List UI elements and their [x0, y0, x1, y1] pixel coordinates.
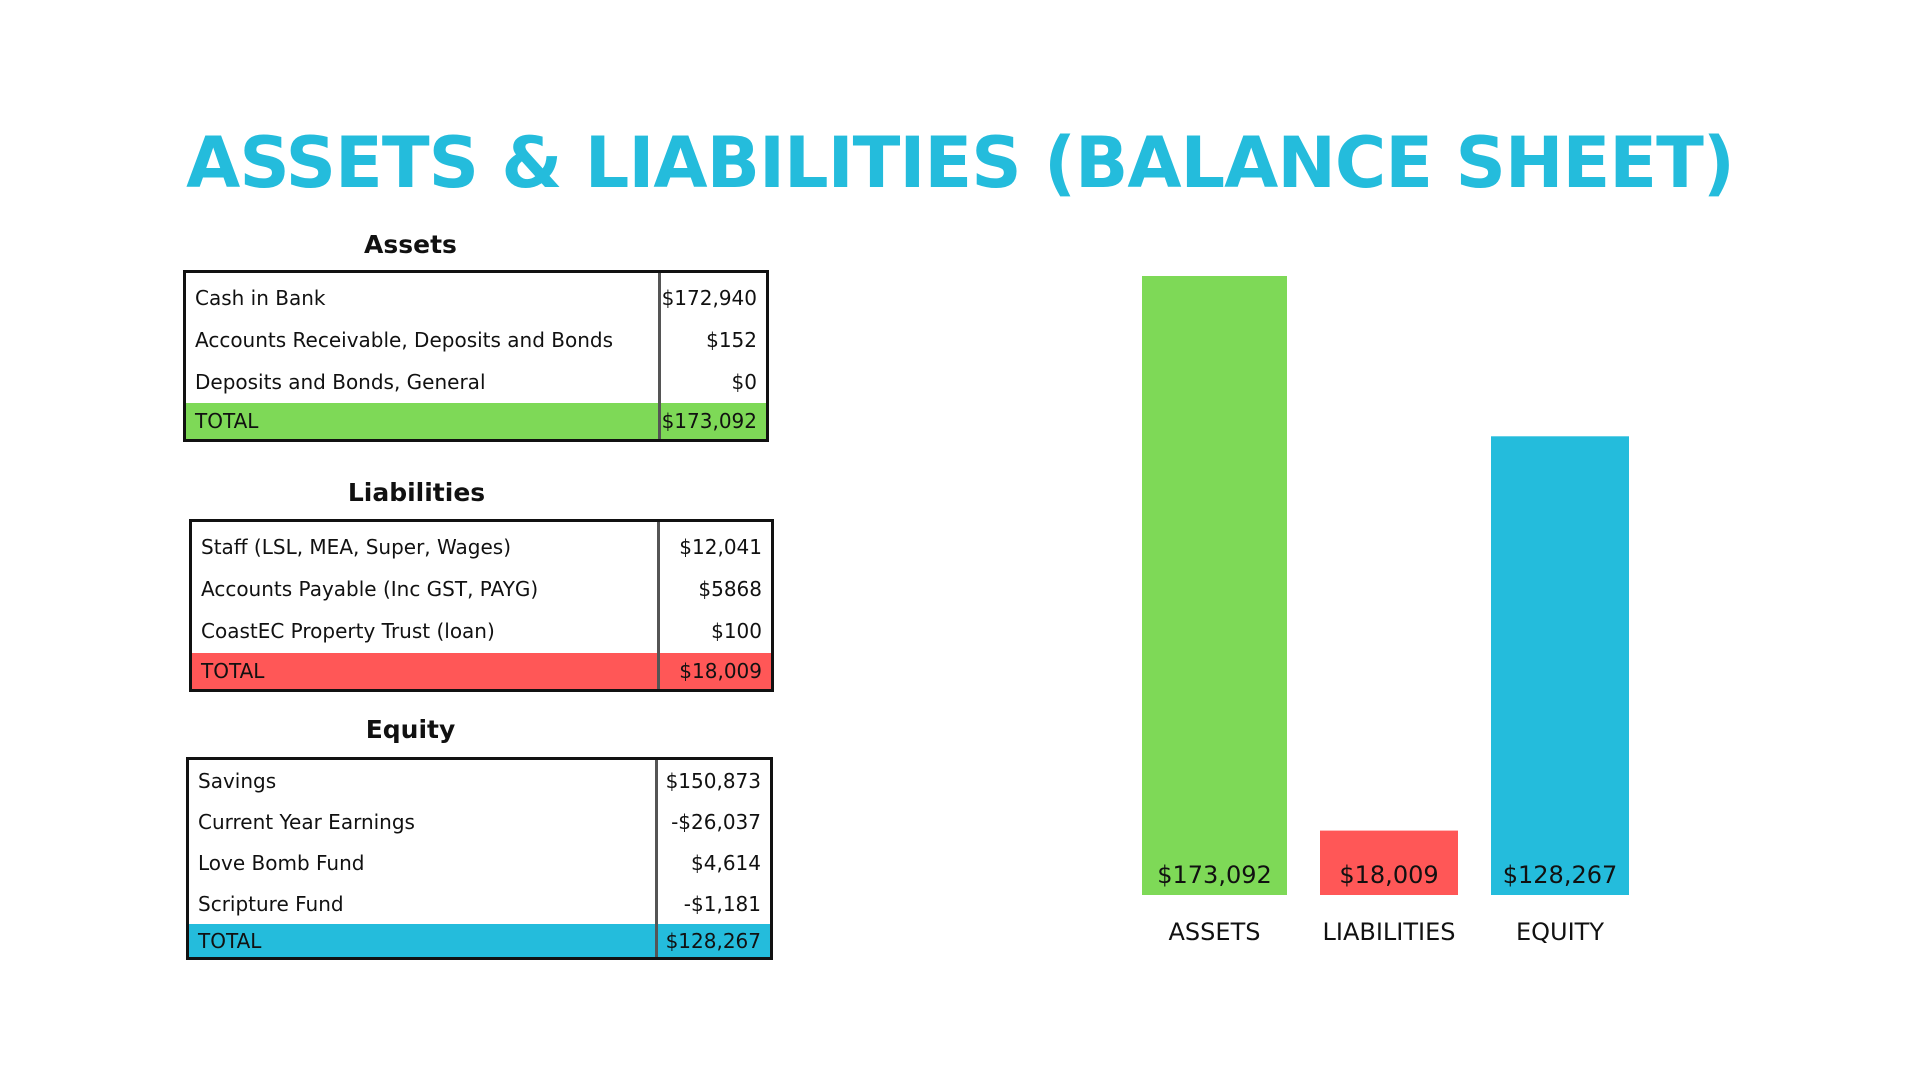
- table-row: Accounts Payable (Inc GST, PAYG) $5868: [192, 568, 771, 609]
- table-row: Deposits and Bonds, General $0: [186, 361, 766, 402]
- equity-heading: Equity: [365, 715, 456, 744]
- total-label: TOTAL: [195, 409, 259, 433]
- row-value: $172,940: [661, 285, 757, 310]
- column-divider: [658, 273, 661, 439]
- category-label: LIABILITIES: [1323, 918, 1456, 946]
- equity-total-row: TOTAL $128,267: [189, 924, 770, 957]
- category-label: ASSETS: [1169, 918, 1261, 946]
- row-value: $100: [711, 618, 762, 643]
- liabilities-heading: Liabilities: [347, 478, 486, 507]
- bar-assets: [1142, 276, 1287, 895]
- column-divider: [657, 522, 660, 689]
- table-row: Staff (LSL, MEA, Super, Wages) $12,041: [192, 526, 771, 567]
- row-value: $0: [731, 369, 757, 394]
- assets-heading: Assets: [364, 230, 457, 259]
- column-divider: [655, 924, 658, 957]
- row-label: Accounts Receivable, Deposits and Bonds: [195, 327, 614, 352]
- data-label: $18,009: [1339, 861, 1438, 889]
- row-label: Deposits and Bonds, General: [195, 369, 486, 394]
- row-value: $4,614: [691, 850, 761, 875]
- bar-equity: [1491, 436, 1629, 895]
- row-label: CoastEC Property Trust (loan): [201, 618, 495, 643]
- column-divider: [655, 760, 658, 957]
- table-row: Scripture Fund -$1,181: [189, 883, 770, 924]
- row-value: -$26,037: [671, 809, 761, 834]
- column-divider: [658, 403, 661, 439]
- total-label: TOTAL: [201, 659, 265, 683]
- table-row: Accounts Receivable, Deposits and Bonds …: [186, 319, 766, 360]
- table-row: Current Year Earnings -$26,037: [189, 801, 770, 842]
- row-label: Scripture Fund: [198, 891, 344, 916]
- table-row: CoastEC Property Trust (loan) $100: [192, 610, 771, 651]
- row-value: $12,041: [679, 534, 762, 559]
- total-value: $173,092: [661, 409, 757, 433]
- row-label: Savings: [198, 768, 277, 793]
- liabilities-table: Staff (LSL, MEA, Super, Wages) $12,041 A…: [189, 519, 774, 692]
- row-value: $150,873: [665, 768, 761, 793]
- table-row: Cash in Bank $172,940: [186, 277, 766, 318]
- total-value: $18,009: [679, 659, 762, 683]
- table-row: Love Bomb Fund $4,614: [189, 842, 770, 883]
- total-value: $128,267: [665, 928, 761, 953]
- page-title: ASSETS & LIABILITIES (BALANCE SHEET): [186, 122, 1735, 204]
- balance-bar-chart: $173,092 ASSETS $18,009 LIABILITIES $128,267…: [1142, 276, 1629, 946]
- bar-liabilities: [1320, 830, 1458, 895]
- data-label: $173,092: [1157, 861, 1272, 889]
- data-label: $128,267: [1503, 861, 1618, 889]
- equity-table: Savings $150,873 Current Year Earnings -…: [186, 757, 773, 960]
- row-value: -$1,181: [683, 891, 761, 916]
- assets-table: Cash in Bank $172,940 Accounts Receivabl…: [183, 270, 769, 442]
- row-label: Love Bomb Fund: [198, 850, 365, 875]
- row-label: Cash in Bank: [195, 285, 326, 310]
- row-label: Accounts Payable (Inc GST, PAYG): [201, 576, 539, 601]
- row-value: $152: [706, 327, 757, 352]
- liabilities-total-row: TOTAL $18,009: [192, 653, 771, 689]
- row-label: Current Year Earnings: [198, 809, 415, 834]
- category-label: EQUITY: [1516, 918, 1604, 946]
- column-divider: [657, 653, 660, 689]
- row-value: $5868: [698, 576, 762, 601]
- table-row: Savings $150,873: [189, 760, 770, 801]
- assets-total-row: TOTAL $173,092: [186, 403, 766, 439]
- row-label: Staff (LSL, MEA, Super, Wages): [201, 534, 511, 559]
- total-label: TOTAL: [198, 928, 262, 953]
